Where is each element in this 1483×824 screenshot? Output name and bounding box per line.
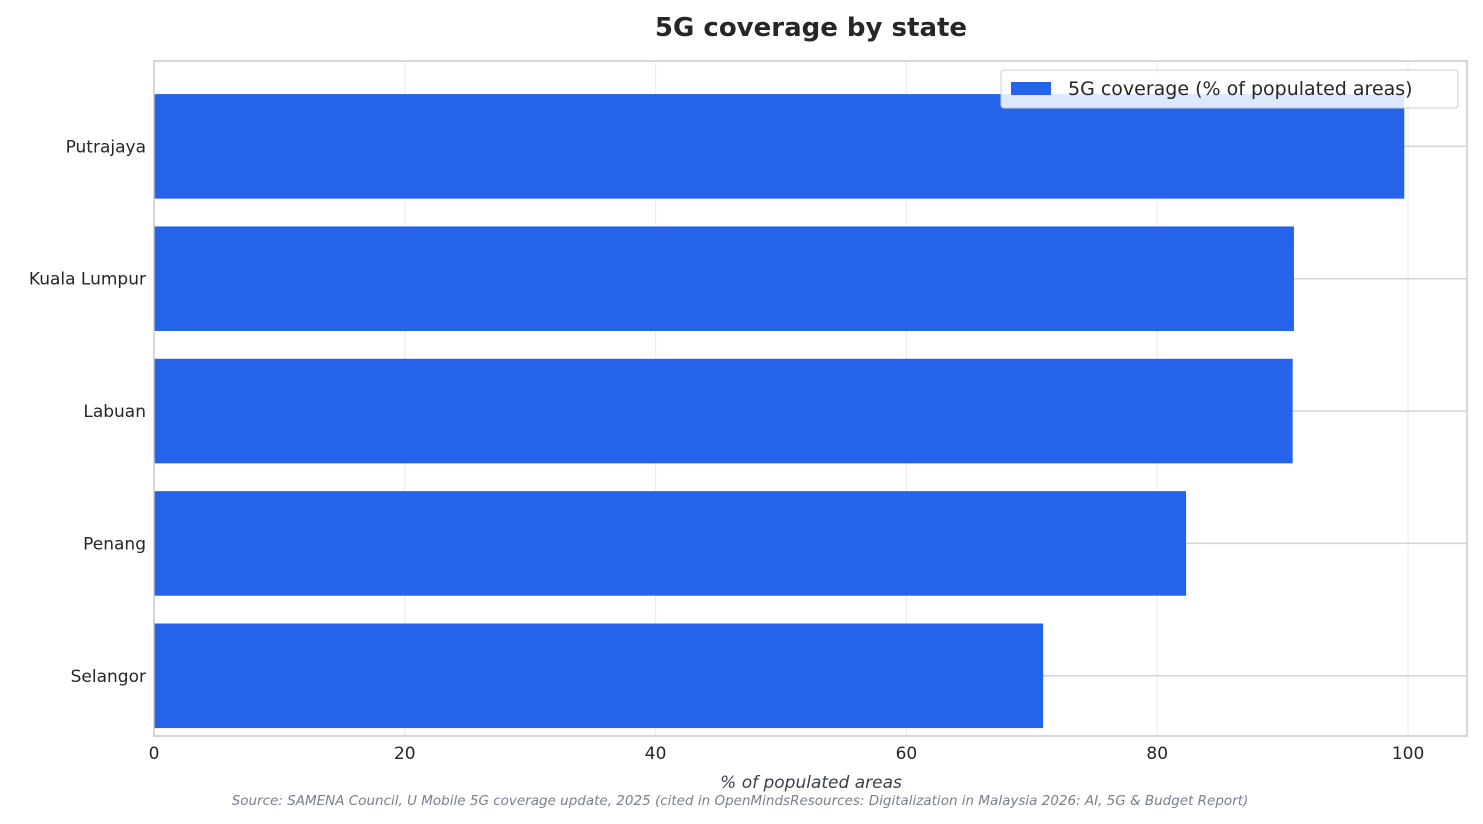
y-category-label: Labuan <box>83 402 146 422</box>
y-category-label: Penang <box>83 534 146 554</box>
x-tick-label: 40 <box>645 744 667 764</box>
plot-frame <box>153 60 1468 737</box>
bars-layer <box>154 94 1405 729</box>
legend-swatch <box>1011 82 1051 95</box>
legend: 5G coverage (% of populated areas) <box>1000 69 1459 109</box>
y-category-label: Kuala Lumpur <box>29 270 146 290</box>
legend-label: 5G coverage (% of populated areas) <box>1068 78 1413 100</box>
source-note: Source: SAMENA Council, U Mobile 5G cove… <box>232 793 1249 809</box>
x-tick-label: 0 <box>149 744 160 764</box>
y-axis-categories: Putrajaya Kuala Lumpur Labuan Penang Selango… <box>29 137 146 686</box>
bar <box>154 623 1044 729</box>
x-tick-label: 20 <box>394 744 416 764</box>
bar <box>154 94 1405 199</box>
x-axis-label: % of populated areas <box>720 773 902 793</box>
legend-box <box>1000 69 1459 109</box>
x-tick-label: 80 <box>1146 744 1168 764</box>
chart-title: 5G coverage by state <box>655 13 967 43</box>
bar <box>154 226 1294 331</box>
bar <box>154 491 1187 596</box>
x-axis-ticks: 0 20 40 60 80 100 <box>149 744 1425 764</box>
bar <box>154 358 1293 464</box>
y-category-label: Putrajaya <box>66 137 146 157</box>
x-tick-label: 100 <box>1392 744 1424 764</box>
x-tick-label: 60 <box>896 744 918 764</box>
y-category-label: Selangor <box>71 667 146 687</box>
